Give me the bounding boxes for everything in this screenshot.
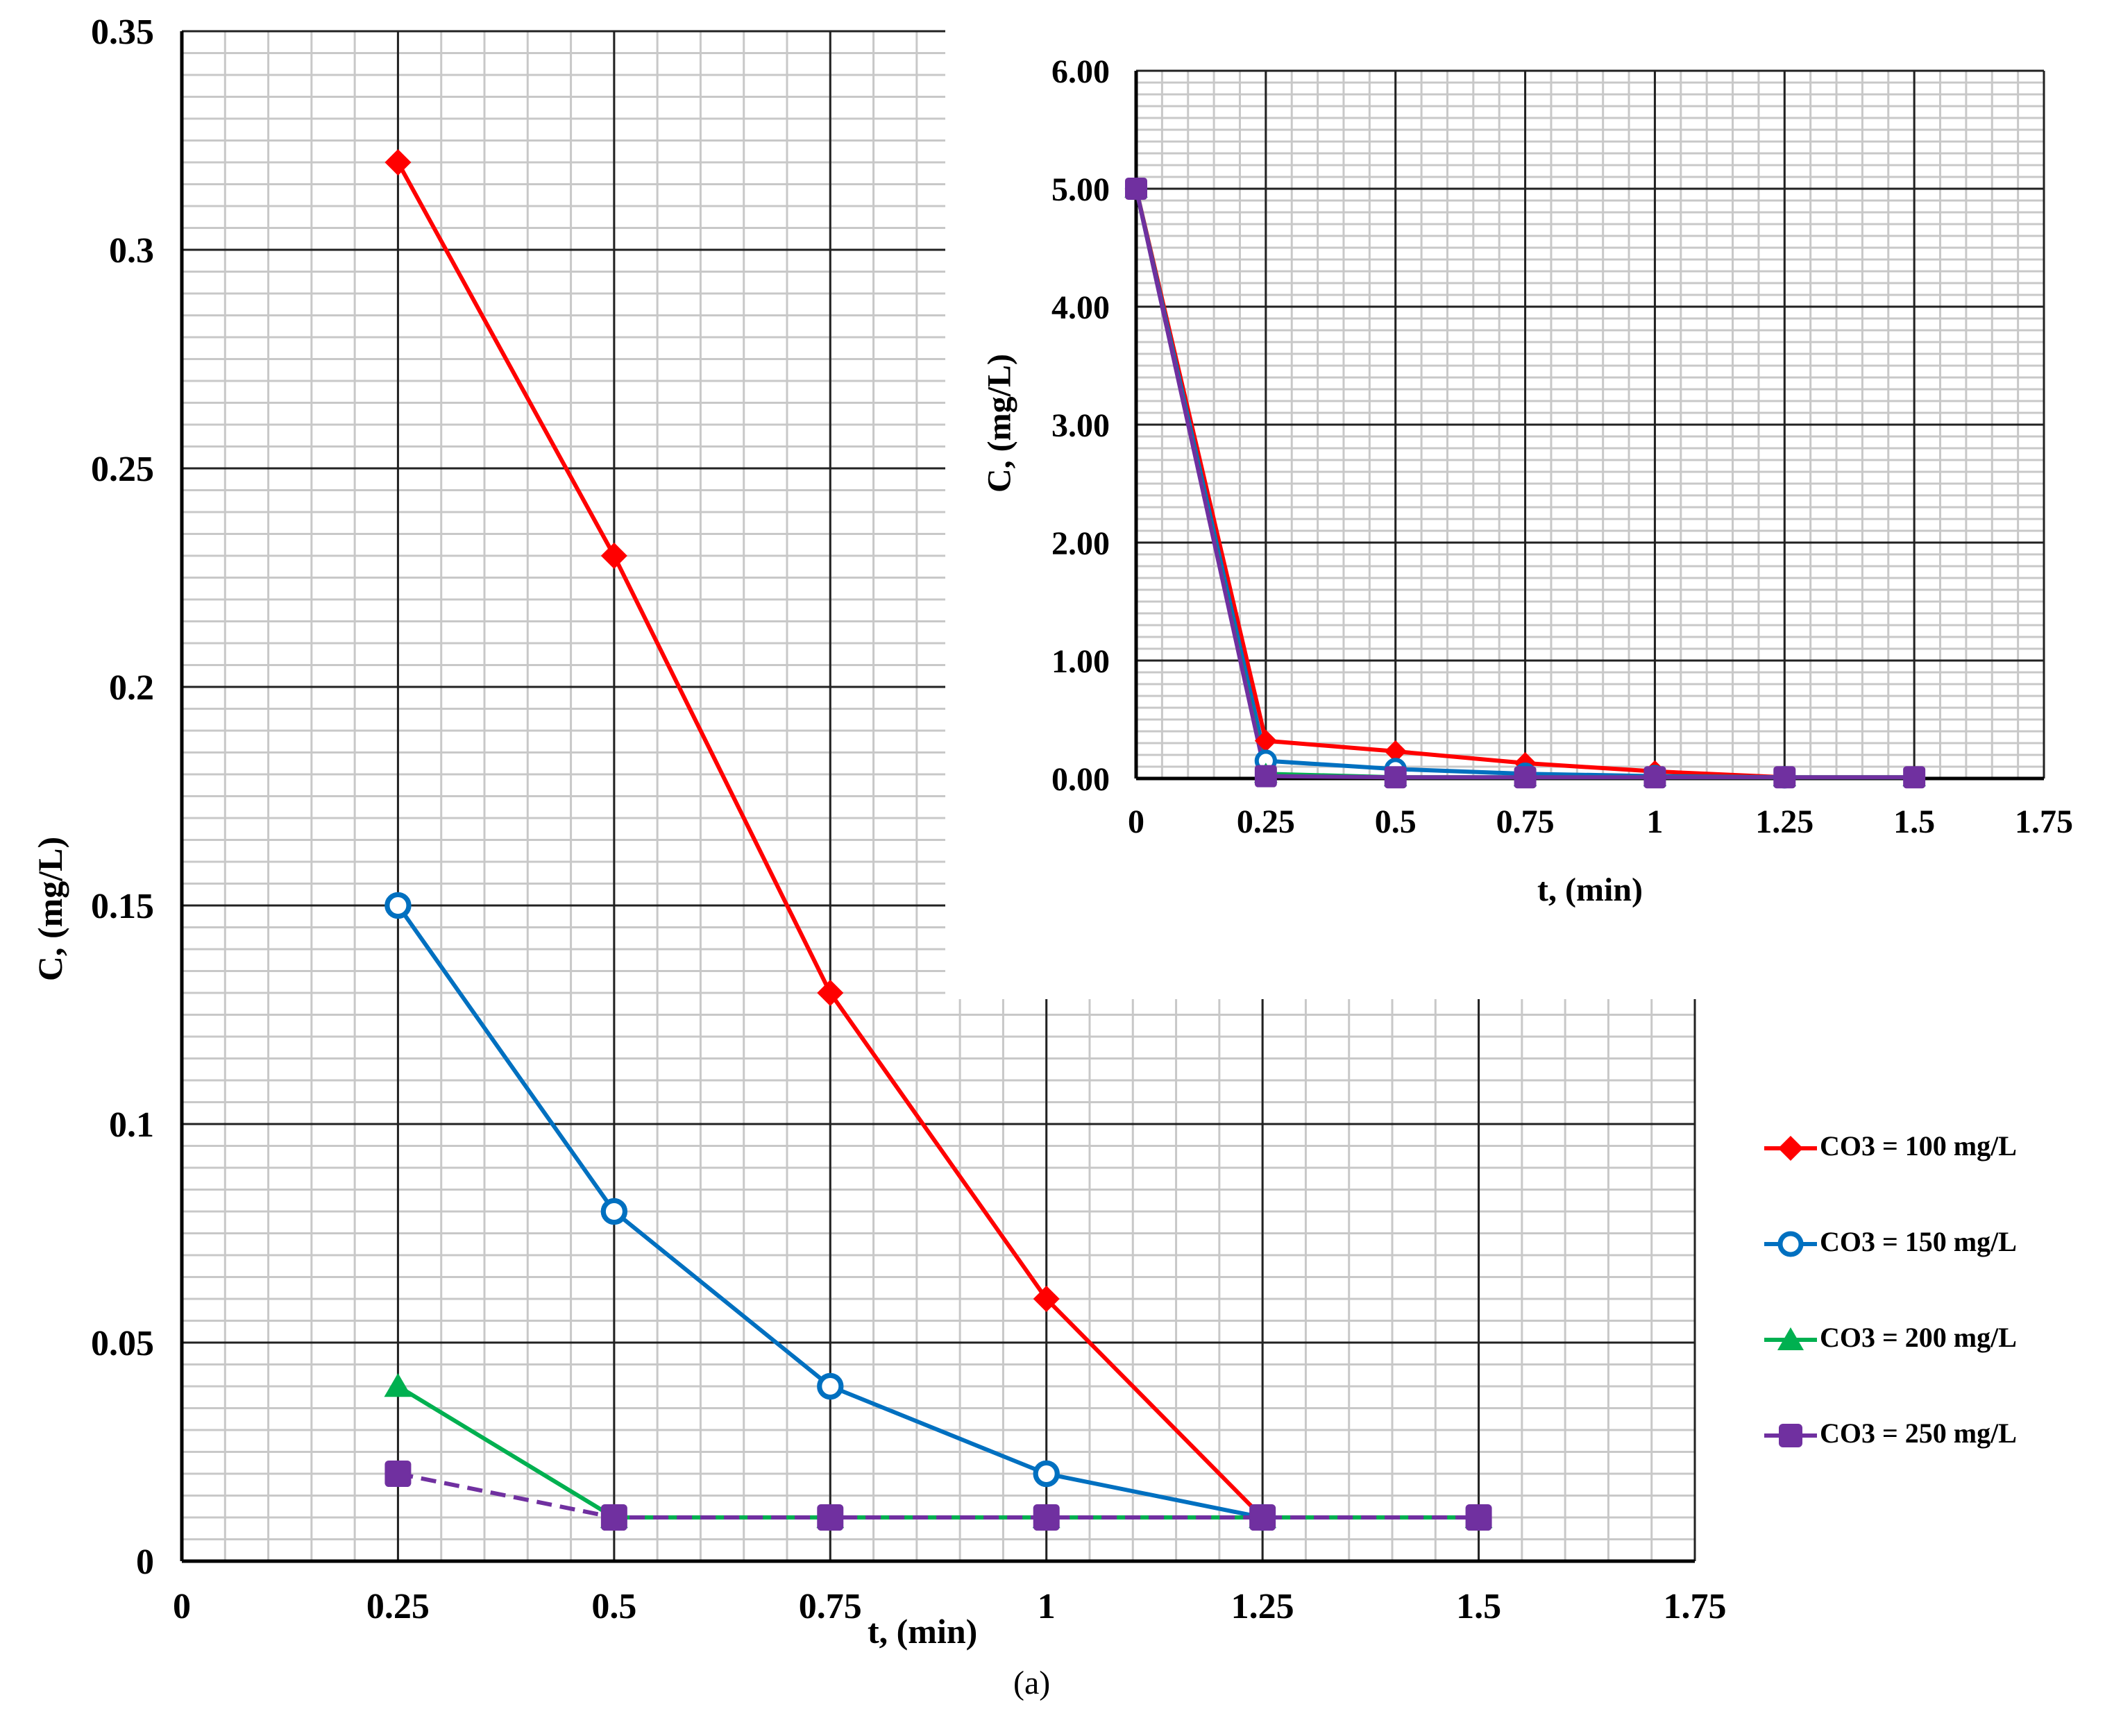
y-tick-label: 0 (136, 1542, 154, 1582)
x-tick-label: 0.5 (1375, 803, 1417, 840)
x-tick-label: 1.5 (1456, 1587, 1501, 1626)
y-tick-label: 6.00 (1051, 53, 1110, 90)
x-tick-label: 0.25 (366, 1587, 430, 1626)
x-tick-label: 0.75 (1496, 803, 1555, 840)
series-line (1134, 188, 1785, 780)
data-point (1514, 766, 1537, 789)
x-tick-label: 0.25 (1237, 803, 1295, 840)
data-point (1384, 766, 1407, 789)
legend-item: CO3 = 250 mg/L (1763, 1411, 2096, 1460)
data-point (1254, 729, 1277, 752)
series-line (397, 1472, 1479, 1520)
data-point (1125, 178, 1147, 200)
data-point (817, 980, 844, 1006)
data-point (384, 1461, 412, 1487)
data-point (384, 149, 412, 176)
legend-label: CO3 = 150 mg/L (1820, 1226, 2017, 1257)
data-point (1643, 766, 1666, 789)
legend-marker (1764, 1424, 1817, 1447)
data-point (1254, 765, 1277, 788)
inset-y-axis-title: C, (mg/L) (981, 354, 1018, 493)
y-tick-label: 0.35 (91, 12, 154, 52)
data-point (1465, 1504, 1492, 1531)
data-point (384, 892, 412, 919)
main-y-axis-title: C, (mg/L) (31, 836, 69, 982)
data-point (1033, 1460, 1060, 1488)
data-point (384, 1373, 412, 1397)
y-tick-label: 5.00 (1051, 171, 1110, 208)
y-tick-label: 0.2 (109, 668, 154, 708)
legend-item: CO3 = 100 mg/L (1763, 1124, 2096, 1173)
data-point (600, 1198, 628, 1225)
y-tick-label: 0.25 (91, 450, 154, 489)
x-tick-label: 0 (173, 1587, 191, 1626)
y-tick-label: 2.00 (1051, 525, 1110, 562)
x-tick-label: 0 (1128, 803, 1144, 840)
y-tick-label: 4.00 (1051, 289, 1110, 326)
x-tick-label: 1.75 (2015, 803, 2073, 840)
y-tick-label: 0.05 (91, 1324, 154, 1363)
y-tick-label: 0.1 (109, 1105, 154, 1145)
legend-marker (1764, 1231, 1817, 1257)
figure-caption: (a) (1013, 1665, 1051, 1701)
legend-label: CO3 = 250 mg/L (1820, 1418, 2017, 1449)
legend-item: CO3 = 200 mg/L (1763, 1316, 2096, 1364)
legend-label: CO3 = 200 mg/L (1820, 1322, 2017, 1353)
data-point (1033, 1504, 1060, 1531)
data-point (1249, 1504, 1276, 1531)
data-point (817, 1504, 844, 1531)
x-tick-label: 1.25 (1755, 803, 1814, 840)
y-tick-label: 0.15 (91, 887, 154, 926)
y-tick-label: 0.00 (1051, 761, 1110, 798)
data-point (817, 1372, 844, 1400)
y-tick-label: 0.3 (109, 231, 154, 271)
x-tick-label: 1 (1646, 803, 1663, 840)
data-point (1033, 1286, 1060, 1312)
y-tick-label: 1.00 (1051, 643, 1110, 680)
legend-label: CO3 = 100 mg/L (1820, 1130, 2017, 1161)
x-tick-label: 0.5 (591, 1587, 636, 1626)
x-tick-label: 1.75 (1664, 1587, 1727, 1626)
legend-marker (1764, 1327, 1817, 1350)
y-tick-label: 3.00 (1051, 407, 1110, 444)
x-tick-label: 1 (1038, 1587, 1056, 1626)
data-point (1903, 766, 1926, 789)
data-point (1384, 740, 1407, 763)
x-tick-label: 1.25 (1231, 1587, 1294, 1626)
legend-marker (1764, 1136, 1817, 1161)
data-point (600, 543, 627, 569)
data-point (600, 1504, 627, 1531)
inset-x-axis-title: t, (min) (1537, 871, 1643, 908)
legend-item: CO3 = 150 mg/L (1763, 1220, 2096, 1268)
data-point (1773, 766, 1796, 789)
main-x-axis-title: t, (min) (868, 1612, 978, 1651)
x-tick-label: 1.5 (1893, 803, 1935, 840)
x-tick-label: 0.75 (799, 1587, 862, 1626)
